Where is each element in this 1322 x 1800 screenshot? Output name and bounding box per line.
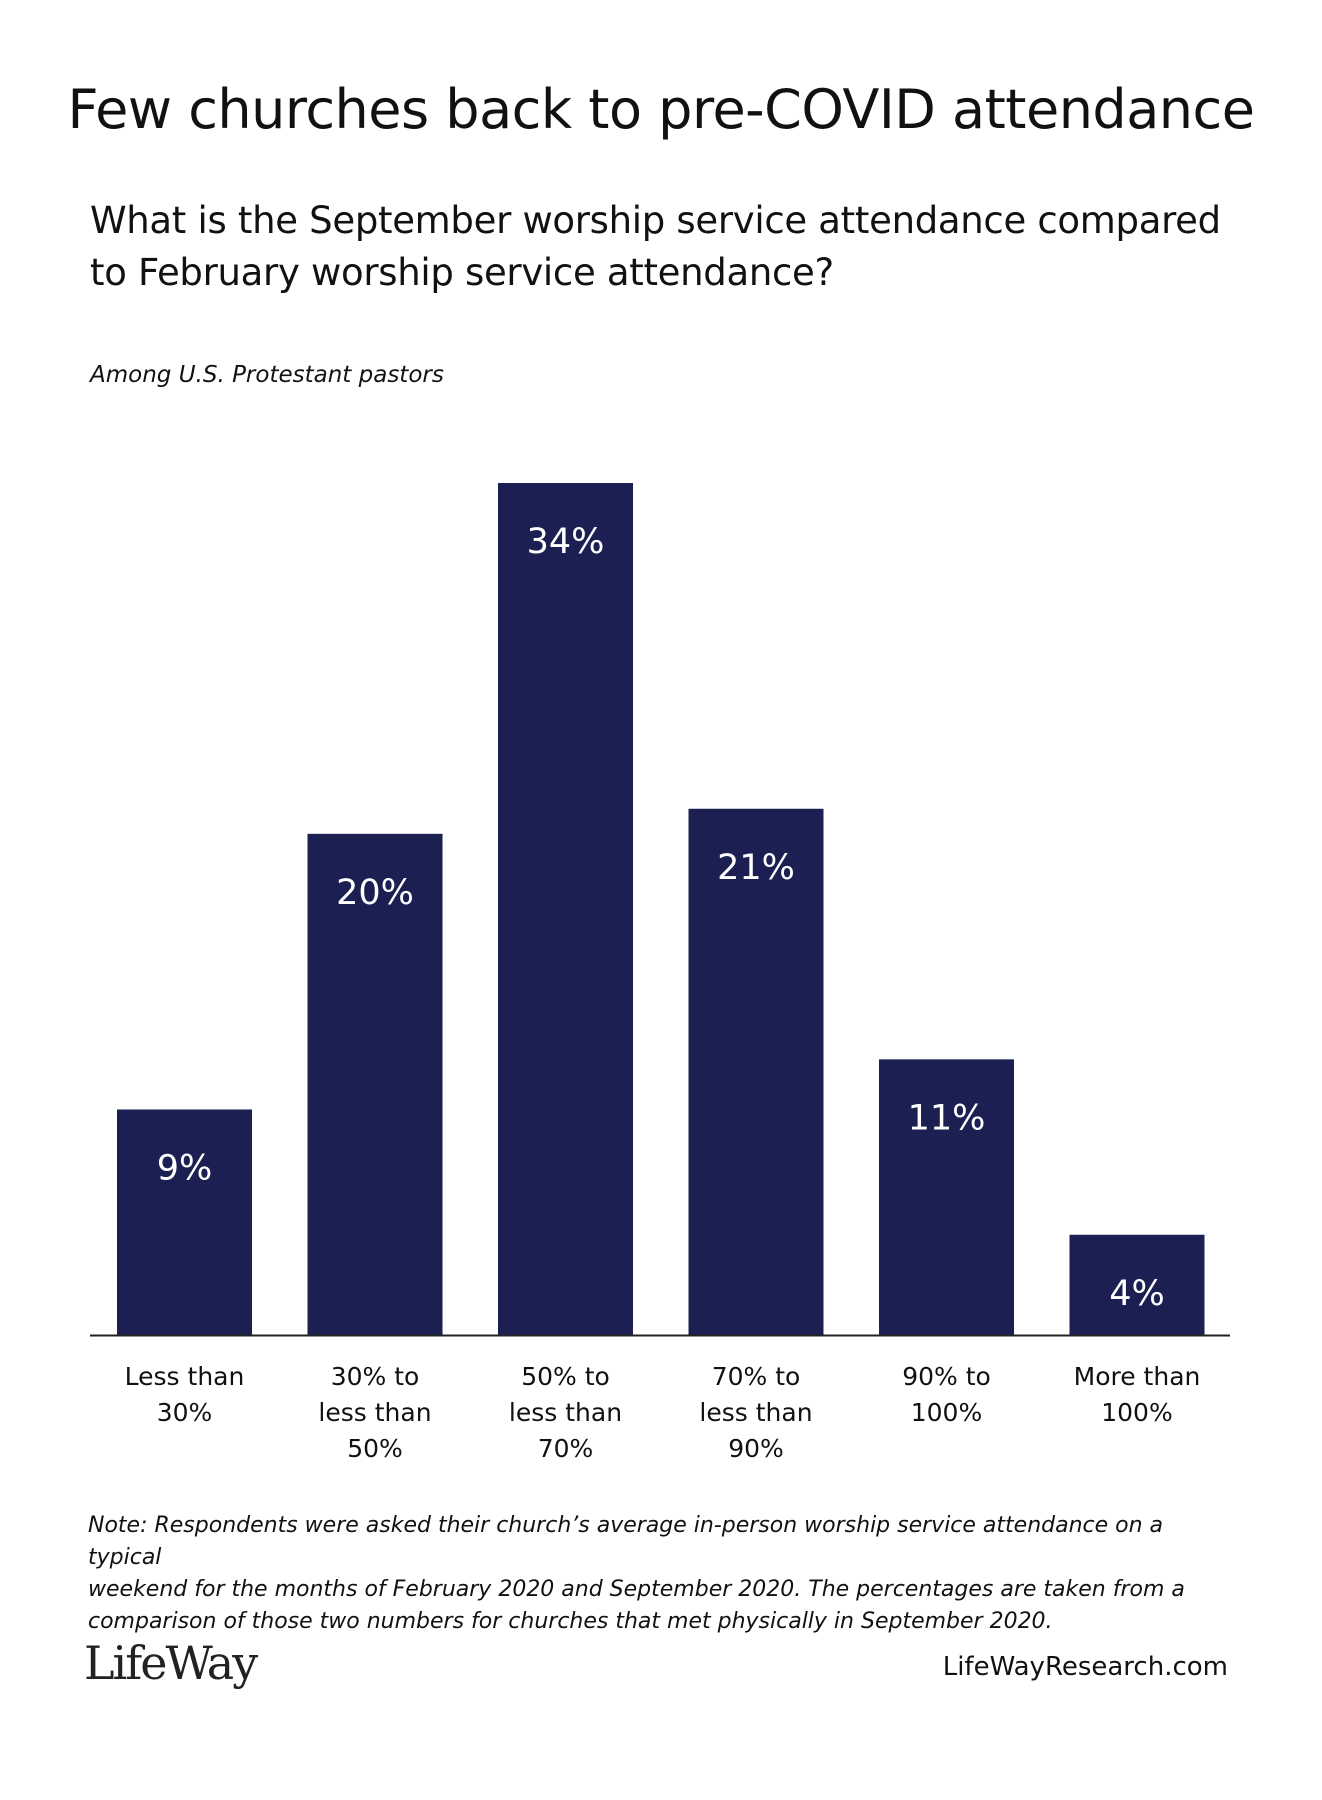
bar-1	[117, 1109, 252, 1335]
bar-value-label-1: 9%	[157, 1148, 213, 1188]
lifeway-logo: LifeWay	[84, 1636, 258, 1690]
bar-4	[688, 808, 824, 1335]
category-label-line: 30%	[157, 1398, 213, 1427]
category-label-5: 90% to 100%	[902, 1362, 991, 1427]
methodology-note: Note: Respondents were asked their churc…	[88, 1510, 1238, 1638]
bar-3	[498, 483, 633, 1335]
category-label-line: 100%	[911, 1398, 982, 1427]
note-line-1: Note: Respondents were asked their churc…	[88, 1513, 1164, 1570]
category-label-line: 50%	[347, 1434, 403, 1463]
bar-2	[307, 833, 443, 1335]
category-label-1: Less than 30%	[125, 1362, 245, 1427]
category-label-line: 70%	[538, 1434, 594, 1463]
category-label-line: Less than	[125, 1362, 245, 1391]
bar-value-label-3: 34%	[527, 522, 605, 562]
category-label-line: More than	[1074, 1362, 1201, 1391]
website-url: LifeWayResearch.com	[942, 1652, 1228, 1682]
category-label-2: 30% to less than 50%	[318, 1362, 431, 1463]
category-label-4: 70% to less than 90%	[699, 1362, 812, 1463]
chart-title: Few churches back to pre-COVID attendanc…	[67, 78, 1255, 141]
note-line-2: weekend for the months of February 2020 …	[88, 1577, 1185, 1602]
category-label-line: 70% to	[712, 1362, 801, 1391]
chart-question: What is the September worship service at…	[90, 195, 1240, 299]
category-label-line: 30% to	[331, 1362, 420, 1391]
question-line-1: What is the September worship service at…	[90, 199, 1221, 242]
bar-value-label-5: 11%	[908, 1098, 986, 1138]
bar-5	[879, 1059, 1014, 1335]
logo-text: LifeWay	[84, 1636, 258, 1690]
category-label-line: 100%	[1101, 1398, 1172, 1427]
category-label-6: More than 100%	[1074, 1362, 1201, 1427]
category-label-3: 50% to less than 70%	[509, 1362, 622, 1463]
category-label-line: less than	[509, 1398, 622, 1427]
note-line-3: comparison of those two numbers for chur…	[88, 1609, 1053, 1634]
bar-value-label-6: 4%	[1109, 1274, 1165, 1314]
category-label-line: less than	[318, 1398, 431, 1427]
category-label-line: less than	[699, 1398, 812, 1427]
bar-6	[1069, 1234, 1205, 1335]
survey-base: Among U.S. Protestant pastors	[90, 362, 444, 388]
bar-value-label-2: 20%	[336, 873, 414, 913]
category-label-line: 50% to	[521, 1362, 610, 1391]
category-label-line: 90% to	[902, 1362, 991, 1391]
question-line-2: to February worship service attendance?	[90, 251, 834, 294]
category-label-line: 90%	[728, 1434, 784, 1463]
bar-value-label-4: 21%	[717, 848, 795, 888]
